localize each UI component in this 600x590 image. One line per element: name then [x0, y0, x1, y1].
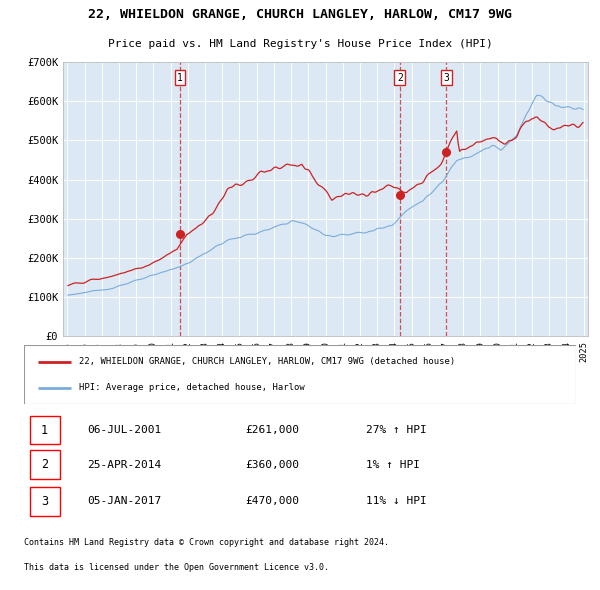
Text: 1: 1 [41, 424, 48, 437]
FancyBboxPatch shape [24, 345, 576, 404]
Text: 22, WHIELDON GRANGE, CHURCH LANGLEY, HARLOW, CM17 9WG (detached house): 22, WHIELDON GRANGE, CHURCH LANGLEY, HAR… [79, 357, 455, 366]
Text: £470,000: £470,000 [245, 496, 299, 506]
Text: Contains HM Land Registry data © Crown copyright and database right 2024.: Contains HM Land Registry data © Crown c… [24, 539, 389, 548]
Text: 11% ↓ HPI: 11% ↓ HPI [366, 496, 427, 506]
Text: 22, WHIELDON GRANGE, CHURCH LANGLEY, HARLOW, CM17 9WG: 22, WHIELDON GRANGE, CHURCH LANGLEY, HAR… [88, 8, 512, 21]
FancyBboxPatch shape [29, 450, 60, 479]
Text: Price paid vs. HM Land Registry's House Price Index (HPI): Price paid vs. HM Land Registry's House … [107, 39, 493, 49]
Text: 1: 1 [177, 73, 183, 83]
Text: £261,000: £261,000 [245, 425, 299, 435]
Text: This data is licensed under the Open Government Licence v3.0.: This data is licensed under the Open Gov… [24, 563, 329, 572]
Text: 27% ↑ HPI: 27% ↑ HPI [366, 425, 427, 435]
Text: 25-APR-2014: 25-APR-2014 [88, 460, 162, 470]
Text: 3: 3 [443, 73, 449, 83]
Text: 1% ↑ HPI: 1% ↑ HPI [366, 460, 420, 470]
Text: £360,000: £360,000 [245, 460, 299, 470]
Text: 06-JUL-2001: 06-JUL-2001 [88, 425, 162, 435]
Text: HPI: Average price, detached house, Harlow: HPI: Average price, detached house, Harl… [79, 383, 305, 392]
Text: 3: 3 [41, 495, 48, 508]
Text: 05-JAN-2017: 05-JAN-2017 [88, 496, 162, 506]
FancyBboxPatch shape [29, 416, 60, 444]
Text: 2: 2 [41, 458, 48, 471]
Text: 2: 2 [397, 73, 403, 83]
FancyBboxPatch shape [29, 487, 60, 516]
